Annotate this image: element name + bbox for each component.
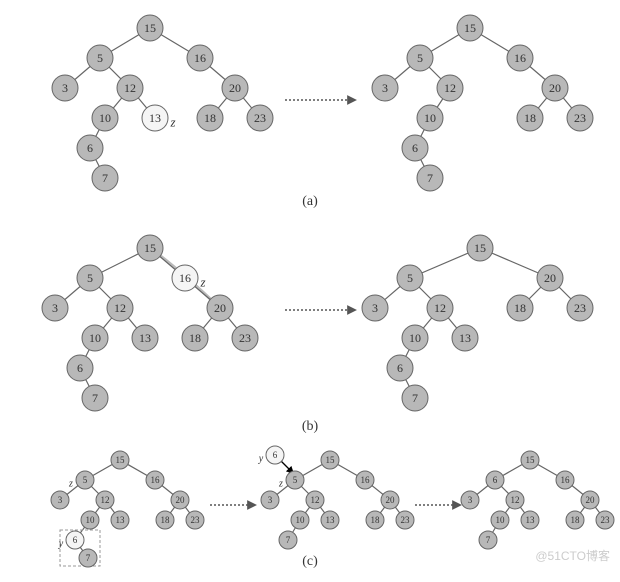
node-value: 5 [83, 475, 88, 485]
node-value: 10 [99, 111, 111, 125]
node-value: 10 [86, 515, 96, 525]
node-value: 18 [524, 111, 536, 125]
node-value: 15 [116, 455, 126, 465]
node-value: 3 [62, 81, 68, 95]
node-label: y [58, 539, 64, 550]
node-value: 16 [514, 51, 526, 65]
node-value: 15 [326, 455, 336, 465]
node-value: 13 [526, 515, 536, 525]
node-value: 7 [427, 171, 433, 185]
node-value: 23 [601, 515, 611, 525]
panel-caption: (a) [302, 194, 318, 209]
node-value: 6 [412, 141, 418, 155]
node-value: 18 [161, 515, 171, 525]
node-label: z [199, 275, 205, 290]
node-value: 23 [191, 515, 201, 525]
node-value: 10 [424, 111, 436, 125]
node-value: 3 [52, 301, 58, 315]
node-value: 16 [561, 475, 571, 485]
node-value: 18 [571, 515, 581, 525]
node-value: 18 [189, 331, 201, 345]
node-value: 20 [549, 81, 561, 95]
node-value: 7 [486, 535, 491, 545]
node-value: 15 [526, 455, 536, 465]
node-value: 16 [179, 271, 191, 285]
node-value: 6 [493, 475, 498, 485]
node-value: 20 [586, 495, 596, 505]
replacement-arrow [280, 460, 293, 473]
node-value: 12 [101, 495, 110, 505]
node-value: 5 [97, 51, 103, 65]
node-value: 5 [293, 475, 298, 485]
node-value: 3 [382, 81, 388, 95]
node-value: 20 [544, 271, 556, 285]
node-value: 20 [214, 301, 226, 315]
node-value: 20 [386, 495, 396, 505]
node-value: 20 [229, 81, 241, 95]
node-value: 3 [468, 495, 473, 505]
node-value: 13 [139, 331, 151, 345]
bst-deletion-diagram: 15516312201013z182367155163122010182367(… [10, 10, 620, 582]
node-value: 10 [296, 515, 306, 525]
node-value: 18 [204, 111, 216, 125]
node-value: 6 [77, 361, 83, 375]
node-label: z [169, 115, 175, 130]
node-value: 16 [151, 475, 161, 485]
node-value: 16 [361, 475, 371, 485]
node-value: 12 [434, 301, 446, 315]
node-value: 15 [144, 241, 156, 255]
node-value: 23 [401, 515, 411, 525]
node-label: y [258, 454, 264, 465]
panel-caption: (c) [302, 554, 318, 569]
node-value: 6 [73, 535, 78, 545]
node-value: 23 [254, 111, 266, 125]
node-label: z [278, 479, 283, 490]
node-value: 10 [496, 515, 506, 525]
node-value: 3 [58, 495, 63, 505]
node-value: 7 [92, 391, 98, 405]
node-value: 15 [464, 21, 476, 35]
node-value: 16 [194, 51, 206, 65]
node-value: 18 [514, 301, 526, 315]
node-value: 7 [286, 535, 291, 545]
node-value: 5 [87, 271, 93, 285]
node-value: 3 [268, 495, 273, 505]
node-value: 15 [474, 241, 486, 255]
node-value: 13 [459, 331, 471, 345]
node-value: 12 [511, 495, 520, 505]
node-value: 12 [311, 495, 320, 505]
node-value: 7 [412, 391, 418, 405]
node-label: z [68, 479, 73, 490]
node-value: 10 [89, 331, 101, 345]
node-value: 6 [273, 450, 278, 460]
node-value: 15 [144, 21, 156, 35]
watermark: @51CTO博客 [535, 547, 610, 564]
node-value: 23 [574, 111, 586, 125]
node-value: 3 [372, 301, 378, 315]
node-value: 13 [326, 515, 336, 525]
node-value: 6 [87, 141, 93, 155]
node-value: 10 [409, 331, 421, 345]
node-value: 12 [444, 81, 456, 95]
node-value: 7 [102, 171, 108, 185]
node-value: 12 [124, 81, 136, 95]
node-value: 12 [114, 301, 126, 315]
node-value: 5 [407, 271, 413, 285]
node-value: 23 [574, 301, 586, 315]
node-value: 20 [176, 495, 186, 505]
node-value: 13 [149, 111, 161, 125]
panel-caption: (b) [302, 419, 319, 434]
node-value: 7 [86, 553, 91, 563]
node-value: 18 [371, 515, 381, 525]
node-value: 5 [417, 51, 423, 65]
node-value: 6 [397, 361, 403, 375]
node-value: 23 [239, 331, 251, 345]
node-value: 13 [116, 515, 126, 525]
